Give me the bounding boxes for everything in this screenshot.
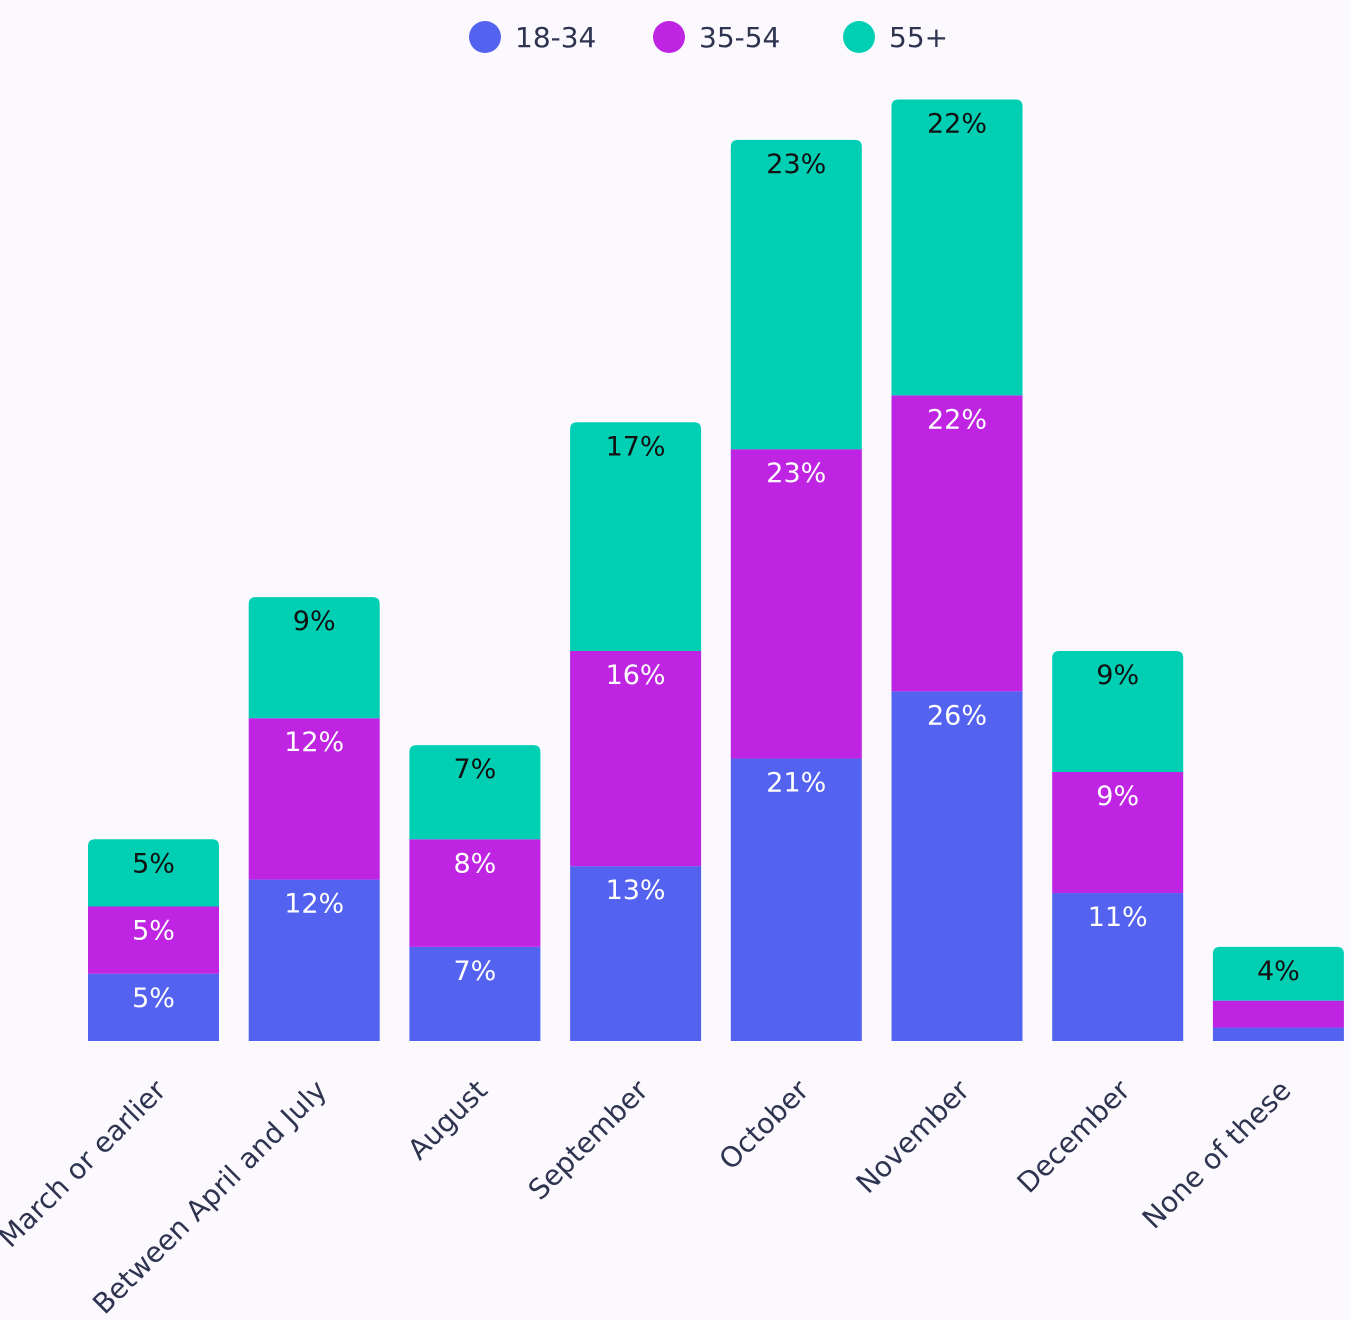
value-label: 11%	[1088, 902, 1148, 933]
bar-october-18-34	[730, 758, 862, 1041]
legend-item-35-54: 35-54	[653, 21, 780, 54]
category-label-september: September	[522, 1073, 655, 1206]
bar-march-or-earlier-18-34	[88, 973, 219, 1041]
bar-august-18-34	[409, 946, 541, 1041]
value-label: 5%	[132, 848, 175, 879]
bar-september-55	[570, 422, 702, 651]
bar-november-18-34	[891, 691, 1023, 1041]
legend-item-55: 55+	[843, 21, 948, 54]
legend-swatch	[469, 21, 501, 53]
category-label-december: December	[1011, 1073, 1137, 1199]
value-label: 23%	[766, 458, 826, 489]
value-label: 5%	[132, 916, 175, 947]
legend-label: 55+	[889, 21, 948, 54]
bar-september-35-54	[570, 650, 702, 867]
value-label: 26%	[927, 700, 987, 731]
legend-swatch	[653, 21, 685, 53]
value-labels: 5% 5% 5% 12% 12% 9% 7% 8% 7% 13% 16% 17% 21% 23% 23% 26…	[132, 109, 1300, 1014]
bar-between-april-and-july-18-34	[248, 879, 380, 1041]
bar-between-april-and-july-35-54	[248, 718, 380, 880]
value-label: 5%	[132, 983, 175, 1014]
value-label: 21%	[766, 768, 826, 799]
value-label: 22%	[927, 404, 987, 435]
legend-label: 18-34	[515, 21, 596, 54]
bar-december-35-54	[1052, 772, 1184, 894]
value-label: 17%	[606, 431, 666, 462]
value-label: 12%	[284, 727, 344, 758]
value-label: 16%	[606, 660, 666, 691]
category-label-october: October	[713, 1073, 816, 1176]
bar-august-35-54	[409, 839, 541, 947]
value-label: 8%	[453, 848, 496, 879]
legend-label: 35-54	[699, 21, 780, 54]
legend-item-18-34: 18-34	[469, 21, 596, 54]
category-label-none-of-these: None of these	[1136, 1074, 1298, 1236]
legend-swatch	[843, 21, 875, 53]
bar-none-of-these-18-34	[1212, 1027, 1344, 1041]
value-label: 7%	[453, 754, 496, 785]
category-label-november: November	[850, 1073, 977, 1200]
value-label: 9%	[293, 606, 336, 637]
value-label: 9%	[1096, 781, 1139, 812]
bar-none-of-these-55	[1212, 946, 1344, 1001]
bar-august-55	[409, 745, 541, 840]
legend: 18-34 35-54 55+	[469, 21, 948, 54]
category-label-august: August	[401, 1074, 494, 1167]
bar-november-35-54	[891, 395, 1023, 692]
bar-december-55	[1052, 650, 1184, 772]
bars	[88, 99, 1344, 1041]
bar-october-35-54	[730, 449, 862, 759]
bar-december-18-34	[1052, 893, 1184, 1041]
value-label: 4%	[1257, 956, 1300, 987]
bar-september-18-34	[570, 866, 702, 1041]
value-label: 23%	[766, 149, 826, 180]
value-label: 9%	[1096, 660, 1139, 691]
bar-between-april-and-july-55	[248, 597, 380, 719]
value-label: 7%	[453, 956, 496, 987]
bar-october-55	[730, 139, 862, 450]
bar-march-or-earlier-55	[88, 839, 219, 907]
category-label-march-or-earlier: March or earlier	[0, 1073, 173, 1254]
bar-none-of-these-35-54	[1212, 1000, 1344, 1028]
bar-march-or-earlier-35-54	[88, 906, 219, 974]
value-label: 12%	[284, 889, 344, 920]
bar-november-55	[891, 99, 1023, 396]
value-label: 22%	[927, 109, 987, 140]
value-label: 13%	[606, 875, 666, 906]
